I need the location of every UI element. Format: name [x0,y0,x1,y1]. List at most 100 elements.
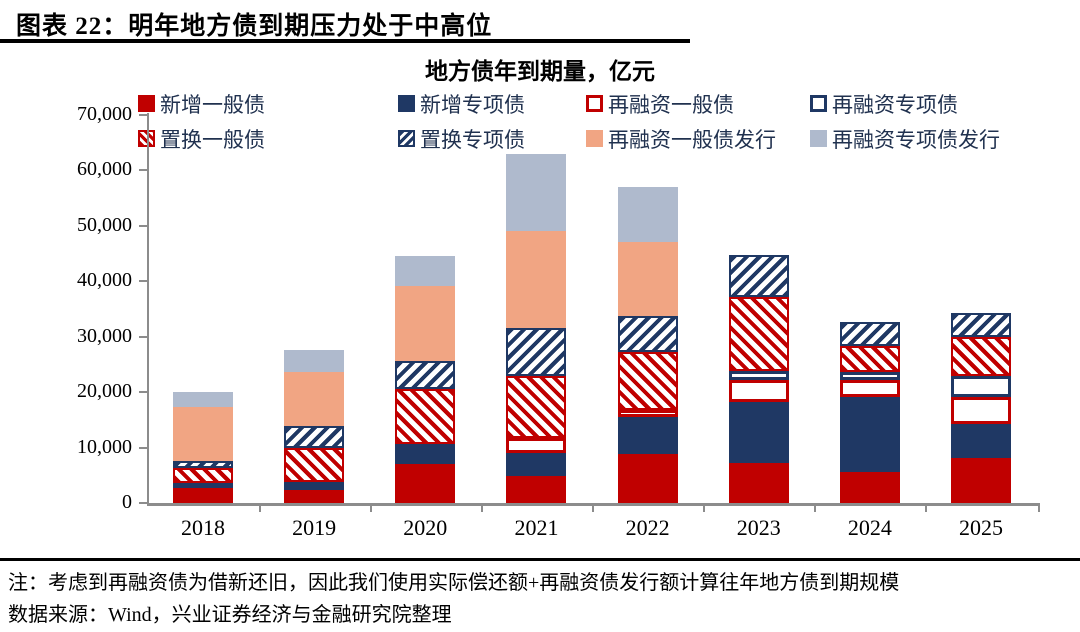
bar-column [284,350,345,503]
legend-item: 再融资专项债 [810,86,1068,121]
y-axis-label: 40,000 [77,269,132,292]
bar-segment [839,372,900,381]
legend-swatch-icon [586,130,603,147]
x-axis-tick [258,503,261,512]
x-axis-tick [480,503,483,512]
bar-segment [284,350,345,372]
bar-segment [506,475,567,503]
y-axis-tick [139,169,147,172]
bar-segment [284,447,345,482]
bar-segment [173,483,233,488]
legend-swatch-icon [810,130,827,147]
bar-segment [506,154,567,231]
legend-item: 再融资一般债 [586,86,810,121]
bar-segment [506,328,567,377]
x-axis-label: 2023 [736,515,781,540]
bar-column [506,154,567,503]
y-axis-tick [139,224,147,227]
bar-segment [951,396,1012,424]
legend-label: 置换专项债 [420,127,525,152]
bar-segment [839,345,900,373]
legend-label: 再融资专项债 [832,92,958,117]
bar-segment [617,351,678,411]
legend-label: 置换一般债 [160,127,265,152]
y-axis-label: 70,000 [77,103,132,125]
bar-segment [506,437,567,453]
bar-segment [506,376,567,438]
bar-column [728,254,789,503]
bar-segment [617,410,678,418]
legend-swatch-icon [810,95,827,112]
bar-segment [839,472,900,503]
y-axis-tick [139,391,147,394]
title-underline [0,39,690,43]
bar-segment [284,426,345,448]
bar-segment [839,380,900,398]
bar-segment [951,337,1012,377]
y-axis-label: 10,000 [77,435,132,458]
legend-swatch-icon [586,95,603,112]
bar-segment [395,443,456,465]
x-axis-tick [814,503,817,512]
bar-column [951,312,1012,503]
data-source: 数据来源：Wind，兴业证券经济与金融研究院整理 [8,604,452,626]
x-axis-label: 2021 [514,515,559,540]
bar-segment [728,462,789,503]
y-axis-label: 60,000 [77,158,132,181]
bar-segment [395,361,456,389]
y-axis-label: 0 [122,491,132,513]
x-axis-label: 2022 [625,515,670,540]
legend-item: 新增一般债 [138,86,398,121]
y-axis-label: 20,000 [77,380,132,403]
bar-segment [728,254,789,297]
x-axis-tick [703,503,706,512]
y-axis-tick [139,335,147,338]
bar-segment [284,489,345,503]
legend-swatch-icon [138,130,155,147]
y-axis-tick [139,114,147,116]
bar-segment [395,286,456,362]
bar-segment [728,402,789,463]
x-axis-tick [1038,503,1040,512]
bar-segment [617,242,678,317]
x-axis-tick [925,503,928,512]
bar-segment [395,255,456,287]
bar-segment [617,454,678,503]
chart-title: 地方债年到期量，亿元 [425,59,655,84]
x-axis-label: 2018 [181,515,225,540]
bar-segment [951,458,1012,503]
bar-segment [173,391,233,408]
x-axis-label: 2020 [403,515,448,540]
legend-label: 再融资一般债发行 [608,127,776,152]
legend-swatch-icon [398,130,415,147]
legend-swatch-icon [138,95,155,112]
bar-segment [728,380,789,403]
x-axis-tick [369,503,372,512]
x-axis-label: 2024 [847,515,892,540]
legend-item: 再融资专项债发行 [810,121,1068,156]
bar-segment [284,371,345,427]
bar-segment [728,370,789,381]
bar-segment [506,452,567,476]
legend-item: 置换专项债 [398,121,586,156]
bar-segment [839,322,900,346]
bar-segment [839,397,900,473]
bar-segment [617,316,678,352]
y-axis-line [147,113,149,506]
x-axis-tick [592,503,595,512]
figure-title: 图表 22：明年地方债到期压力处于中高位 [16,13,493,40]
y-axis-tick [139,446,147,449]
bar-segment [395,388,456,444]
bar-segment [951,312,1012,338]
x-axis-label: 2025 [959,515,1004,540]
bar-segment [617,187,678,243]
bar-segment [173,407,233,461]
legend-swatch-icon [398,95,415,112]
legend-item: 新增专项债 [398,86,586,121]
bar-segment [173,460,233,468]
y-axis-label: 50,000 [77,213,132,236]
y-axis-label: 30,000 [77,324,132,347]
bar-segment [284,481,345,490]
bar-column [617,187,678,503]
